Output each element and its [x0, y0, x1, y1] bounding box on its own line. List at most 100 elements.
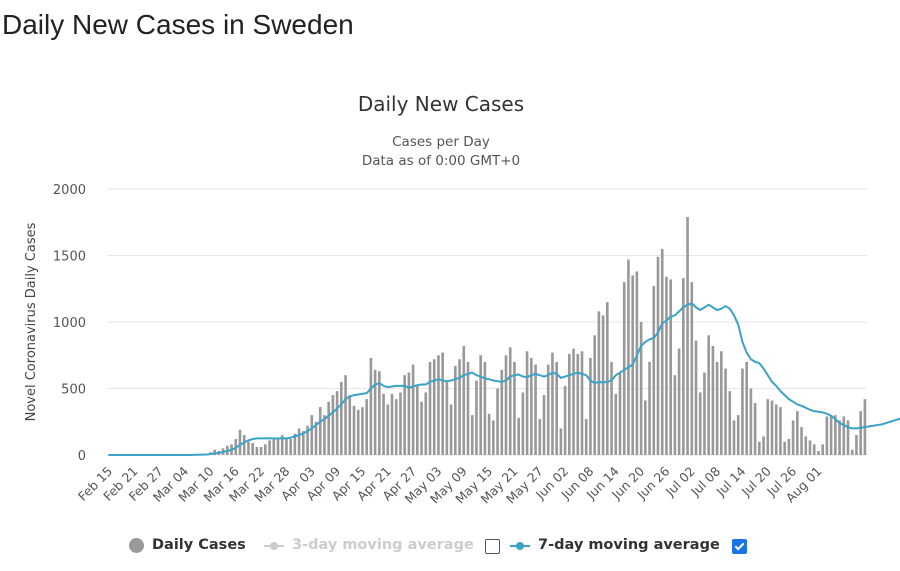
daily-case-bar — [280, 435, 284, 455]
daily-case-bar — [753, 403, 757, 455]
daily-case-bar — [416, 385, 419, 455]
daily-case-bar — [327, 401, 330, 455]
daily-case-bar — [728, 391, 732, 455]
daily-case-bar — [394, 399, 398, 455]
daily-case-bar — [213, 449, 216, 455]
daily-case-bar — [783, 441, 786, 455]
daily-case-bar — [335, 391, 339, 455]
daily-case-bar — [352, 405, 356, 455]
daily-case-bar — [420, 401, 423, 455]
daily-case-bar — [534, 364, 537, 455]
daily-case-bar — [242, 435, 246, 455]
daily-case-bar — [449, 404, 453, 455]
daily-case-bar — [656, 256, 660, 455]
daily-case-bar — [627, 259, 630, 455]
daily-case-bar — [454, 365, 457, 455]
daily-case-bar — [293, 433, 297, 455]
daily-case-bar — [652, 286, 656, 455]
daily-case-bar — [276, 439, 280, 455]
legend-ma3[interactable]: 3-day moving average — [264, 531, 474, 559]
daily-case-bar — [774, 404, 778, 455]
daily-case-bar — [648, 361, 651, 455]
legend-daily-cases[interactable]: Daily Cases — [129, 531, 246, 559]
daily-case-bar — [390, 393, 394, 455]
daily-case-bar — [580, 351, 584, 455]
daily-case-bar — [766, 399, 770, 455]
daily-case-bar — [758, 441, 761, 455]
daily-case-bar — [508, 347, 512, 455]
daily-case-bar — [610, 361, 613, 455]
daily-case-bar — [606, 302, 609, 455]
daily-case-bar — [635, 271, 639, 455]
daily-case-bar — [732, 420, 736, 455]
daily-case-bar — [618, 372, 622, 455]
legend-ma3-label: 3-day moving average — [292, 537, 474, 553]
daily-case-bar — [584, 419, 588, 455]
chart-subtitle-line1: Cases per Day — [392, 134, 490, 150]
y-tick-label: 1500 — [53, 250, 86, 265]
daily-case-bar — [555, 361, 558, 455]
daily-case-bar — [855, 435, 858, 455]
daily-case-bar — [720, 351, 723, 455]
daily-case-bar — [441, 352, 444, 455]
daily-case-bar — [365, 399, 368, 455]
daily-case-bar — [800, 427, 803, 455]
daily-case-bar — [272, 439, 276, 455]
daily-case-bar — [403, 375, 406, 455]
daily-case-bar — [344, 375, 347, 455]
daily-case-bar — [829, 415, 833, 455]
daily-case-bar — [593, 335, 596, 455]
daily-case-bar — [538, 419, 542, 455]
daily-case-bar — [597, 311, 601, 455]
daily-case-bar — [622, 282, 626, 455]
daily-case-bar — [247, 441, 250, 455]
daily-case-bar — [665, 276, 668, 455]
y-axis-ticks: 0 500 1000 1500 2000 — [53, 183, 86, 464]
daily-cases-bars — [192, 216, 867, 455]
daily-case-bar — [378, 371, 381, 455]
legend-ma7[interactable]: 7-day moving average — [510, 531, 720, 559]
daily-case-bar — [808, 440, 812, 455]
daily-case-bar — [686, 216, 689, 455]
daily-case-bar — [496, 388, 499, 455]
daily-case-bar — [576, 353, 580, 455]
daily-case-bar — [521, 392, 525, 455]
daily-case-bar — [589, 357, 592, 455]
daily-case-bar — [314, 421, 318, 455]
ma7-checkbox[interactable] — [732, 539, 747, 554]
legend-ma7-label: 7-day moving average — [538, 537, 720, 553]
daily-case-bar — [264, 444, 267, 455]
ma7-line — [108, 302, 900, 456]
daily-case-bar — [690, 282, 694, 455]
daily-case-bar — [259, 447, 263, 455]
y-tick-label: 1000 — [53, 316, 86, 331]
daily-case-bar — [787, 439, 791, 455]
y-tick-label: 500 — [61, 383, 86, 398]
daily-case-bar — [268, 440, 271, 455]
daily-case-bar — [411, 364, 415, 455]
daily-case-bar — [297, 428, 301, 455]
daily-case-bar — [745, 361, 748, 455]
daily-case-bar — [504, 355, 508, 455]
daily-case-bar — [331, 395, 335, 455]
daily-case-bar — [306, 425, 309, 455]
daily-case-bar — [568, 353, 571, 455]
daily-case-bar — [850, 449, 854, 455]
chart-subtitle-line2: Data as of 0:00 GMT+0 — [362, 153, 520, 169]
daily-case-bar — [432, 359, 436, 455]
daily-case-bar — [821, 444, 824, 455]
daily-case-bar — [407, 372, 411, 455]
daily-case-bar — [762, 436, 765, 455]
daily-case-bar — [373, 369, 377, 455]
daily-case-bar — [834, 415, 837, 455]
daily-case-bar — [703, 372, 706, 455]
ma3-checkbox[interactable] — [485, 539, 500, 554]
daily-case-bar — [251, 443, 254, 455]
daily-case-bar — [428, 361, 432, 455]
daily-case-bar — [255, 447, 259, 455]
daily-case-bar — [356, 409, 360, 455]
daily-case-bar — [302, 431, 305, 455]
ma7-line-marker-icon — [510, 538, 530, 553]
daily-case-bar — [470, 415, 474, 455]
